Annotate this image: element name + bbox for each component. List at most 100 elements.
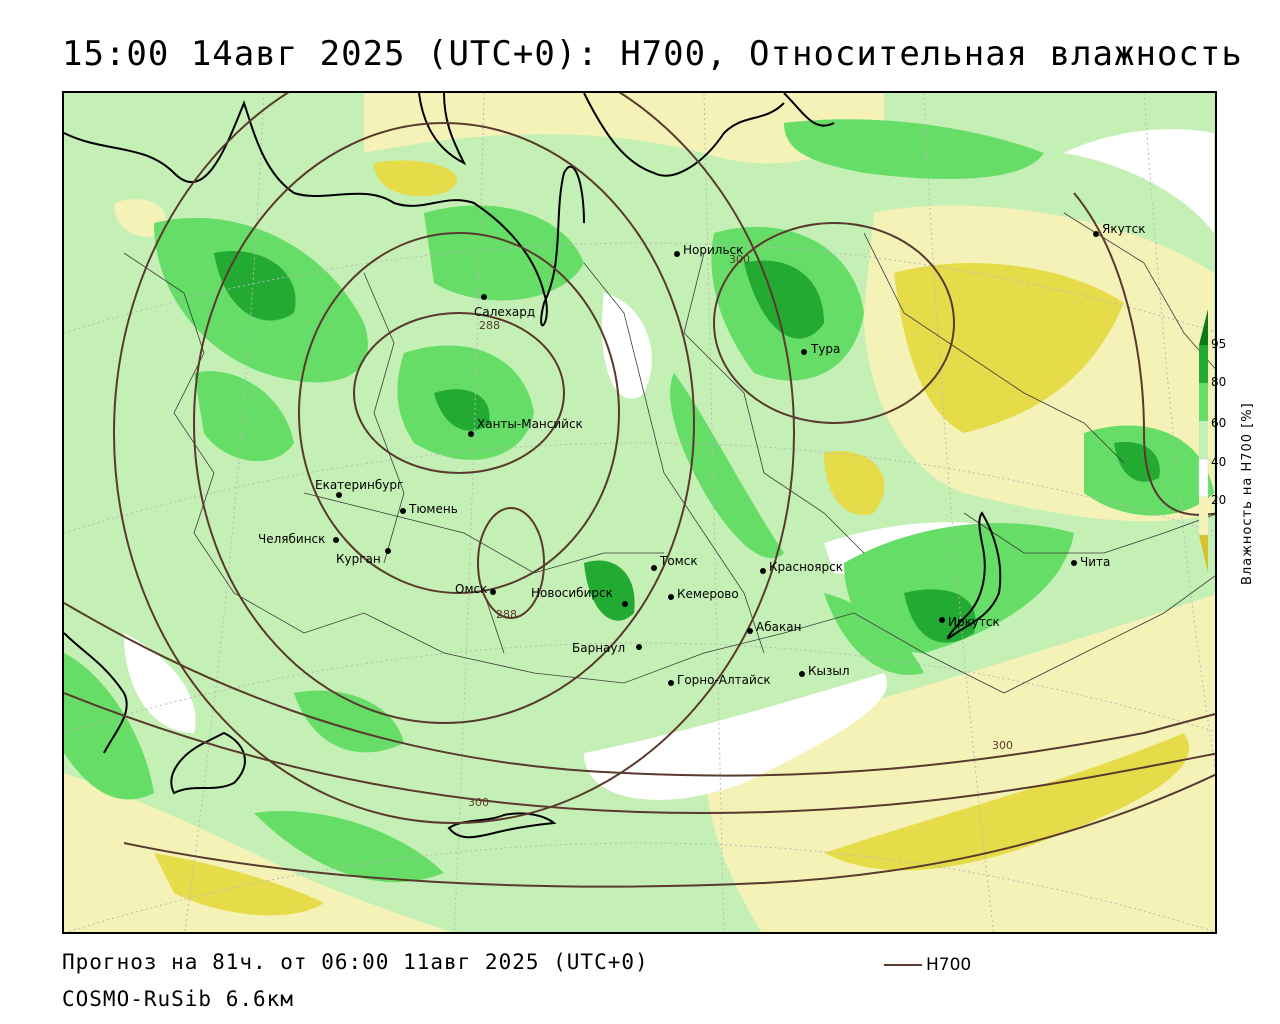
svg-text:Екатеринбург: Екатеринбург: [315, 478, 403, 492]
svg-text:Ханты-Мансийск: Ханты-Мансийск: [477, 417, 583, 431]
city-kyzyl: Кызыл: [799, 664, 850, 678]
svg-text:Челябинск: Челябинск: [258, 532, 325, 546]
city-barnaul: Барнаул: [572, 641, 642, 655]
city-kurgan: Курган: [336, 548, 391, 566]
caspian-sea: [170, 731, 246, 795]
city-chelyabinsk: Челябинск: [258, 532, 339, 546]
contour-label-288-north: 288: [479, 319, 500, 332]
city-tomsk: Томск: [651, 554, 698, 571]
neutral-zone-south: [584, 673, 888, 800]
city-krasnoyarsk: Красноярск: [760, 560, 843, 574]
moist-zone-yamal: [424, 205, 584, 301]
h700-contour-south-3: [123, 773, 1215, 888]
moist-zone-baikal-core: [904, 589, 976, 643]
legend-swatch-neutral: [1198, 458, 1209, 498]
dry-zone-north: [364, 93, 884, 164]
legend-tick-60: 60: [1211, 416, 1226, 430]
legend-tick-40: 40: [1211, 455, 1226, 469]
legend-swatch-very-wet: [1199, 309, 1208, 345]
moist-zone-yenisei: [670, 373, 784, 559]
contour-label-300-east: 300: [992, 739, 1013, 752]
h700-contour-mid: [193, 122, 695, 724]
contour-label-300-north: 300: [729, 253, 750, 266]
city-salekhard: Салехард: [474, 294, 535, 319]
legend-swatch-dry: [1199, 535, 1208, 573]
contour-line-swatch: [884, 964, 922, 966]
svg-text:Иркутск: Иркутск: [948, 615, 1000, 629]
moist-zone-west-core: [214, 251, 296, 321]
contour-label-300-south: 300: [468, 796, 489, 809]
dry-zone-southeast-core: [824, 733, 1189, 871]
city-omsk: Омск: [455, 582, 496, 596]
moist-zone-south: [254, 811, 444, 883]
h700-contour-outer-1: [113, 93, 795, 824]
dry-zone-southeast: [704, 594, 1215, 932]
neutral-zone-southwest: [124, 633, 196, 733]
moist-zone-novosibirsk: [584, 560, 635, 621]
svg-text:Абакан: Абакан: [756, 620, 801, 634]
dry-zone-southwest: [64, 773, 452, 932]
legend-swatch-light-moist: [1199, 421, 1208, 459]
city-chita: Чита: [1071, 555, 1110, 569]
city-novosibirsk: Новосибирск: [531, 586, 628, 607]
svg-text:Курган: Курган: [336, 552, 381, 566]
legend-swatch-moist: [1199, 383, 1208, 421]
lake-baikal: [946, 511, 1002, 640]
svg-text:Норильск: Норильск: [683, 243, 743, 257]
moist-zone-southwest: [64, 653, 154, 800]
city-norilsk: Норильск: [674, 243, 743, 257]
legend-tick-95: 95: [1211, 337, 1226, 351]
moist-zone-north: [784, 119, 1044, 179]
legend-tick-20: 20: [1211, 493, 1226, 507]
contour-line-label: H700: [926, 955, 972, 975]
legend-axis-label-wrap: Влажность на H700 [%]: [1232, 330, 1262, 590]
contour-line-legend: H700: [884, 955, 971, 975]
city-ekaterinburg: Екатеринбург: [315, 478, 403, 498]
coastlines: [64, 93, 1002, 839]
forecast-info: Прогноз на 81ч. от 06:00 11авг 2025 (UTC…: [62, 950, 649, 974]
city-kemerovo: Кемерово: [668, 587, 739, 601]
dry-zone-center-south: [824, 451, 885, 515]
city-yakutsk: Якутск: [1093, 222, 1146, 237]
city-markers: Норильск Якутск Салехард Тура Ханты-Манс…: [258, 222, 1146, 687]
svg-text:Кемерово: Кемерово: [677, 587, 739, 601]
dry-zone-west: [114, 199, 166, 237]
aral-caspian-west: [64, 632, 128, 754]
svg-text:Тюмень: Тюмень: [408, 502, 458, 516]
moist-zone-sayan: [824, 593, 924, 675]
h700-contour-low-omsk: [477, 507, 545, 619]
legend-tick-80: 80: [1211, 375, 1226, 389]
h700-contours: [64, 93, 1215, 888]
h700-contour-east: [1073, 192, 1215, 516]
legend-swatch-light-dry: [1199, 497, 1208, 535]
contour-label-288-south: 288: [496, 608, 517, 621]
city-tura: Тура: [801, 342, 840, 356]
dry-zone-north-core: [374, 160, 458, 197]
svg-text:Барнаул: Барнаул: [572, 641, 625, 655]
balkhash-lake: [447, 812, 557, 839]
city-tyumen: Тюмень: [400, 502, 458, 516]
map-canvas: 300 288 288 300 300 Норильск Якутск Сале…: [64, 93, 1215, 932]
svg-text:Тура: Тура: [810, 342, 840, 356]
map-title: 15:00 14авг 2025 (UTC+0): H700, Относите…: [62, 34, 1243, 74]
svg-text:Кызыл: Кызыл: [808, 664, 850, 678]
moist-zone-urals: [194, 371, 294, 462]
svg-text:Новосибирск: Новосибирск: [531, 586, 613, 600]
h700-contour-south-2: [64, 692, 1215, 815]
h700-contour-south-1: [64, 602, 1215, 777]
moist-zone-baikal: [844, 523, 1074, 653]
neutral-zone-northeast: [1064, 129, 1214, 233]
svg-text:Салехард: Салехард: [474, 305, 535, 319]
svg-text:Горно-Алтайск: Горно-Алтайск: [677, 673, 771, 687]
model-info: COSMO-RuSib 6.6км: [62, 987, 294, 1011]
legend-axis-label: Влажность на H700 [%]: [1240, 402, 1255, 585]
legend-swatch-wet: [1199, 345, 1208, 383]
city-abakan: Абакан: [747, 620, 801, 634]
city-gorno-altaysk: Горно-Алтайск: [668, 673, 771, 687]
dry-zone-southwest-core: [154, 853, 324, 916]
humidity-legend: 95 80 60 40 20: [1198, 309, 1226, 573]
moist-zone-tura-core: [744, 260, 824, 339]
svg-text:Чита: Чита: [1080, 555, 1110, 569]
svg-text:Красноярск: Красноярск: [769, 560, 843, 574]
city-khanty-mansiysk: Ханты-Мансийск: [468, 417, 583, 437]
